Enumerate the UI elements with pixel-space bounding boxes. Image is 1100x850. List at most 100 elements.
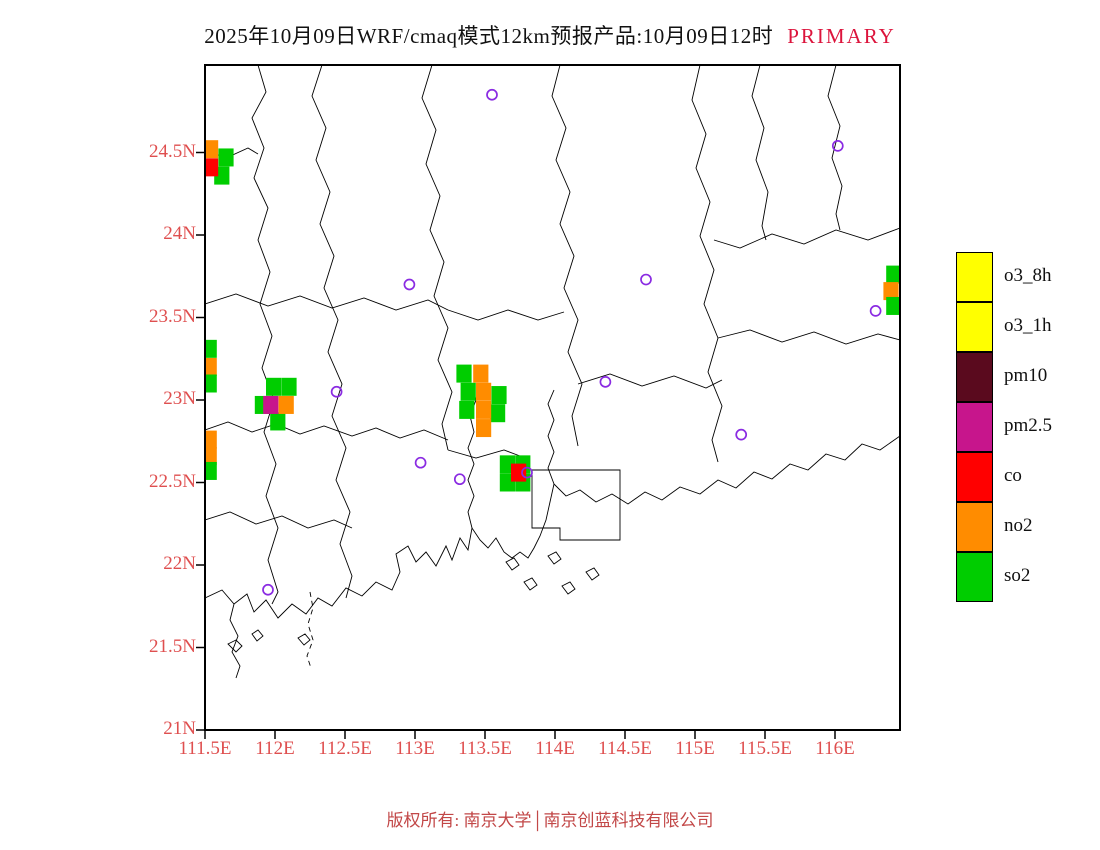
pollutant-cell-so2 [491, 386, 507, 405]
boundary-line [205, 293, 449, 311]
boundary-line [577, 373, 723, 389]
lat-label: 22.5N [149, 470, 196, 492]
pollutant-cell-so2 [459, 400, 475, 419]
lon-label: 114.5E [598, 738, 652, 759]
map-border [204, 64, 901, 731]
island-outline [523, 577, 538, 591]
pollutant-legend: o3_8h o3_1h pm10 pm2.5 co no2 so2 [956, 252, 1100, 612]
boundary-line [447, 449, 521, 459]
lon-label: 113E [395, 738, 435, 759]
lat-label: 23.5N [149, 305, 196, 327]
lat-label: 24N [163, 223, 196, 244]
island-outline [547, 551, 562, 565]
pollutant-cell-no2 [883, 282, 899, 301]
boundary-line [421, 65, 453, 451]
pollutant-cell-no2 [476, 382, 492, 401]
station-marker [831, 140, 844, 152]
station-marker [453, 473, 466, 486]
lon-label: 115.5E [738, 738, 792, 759]
station-marker [735, 428, 748, 441]
boundary-line [531, 469, 621, 541]
boundary-line [717, 329, 900, 345]
lat-label: 24.5N [149, 140, 196, 162]
legend-label-pm2.5: pm2.5 [1004, 415, 1053, 436]
station-marker [262, 583, 274, 596]
pollutant-cell-so2 [886, 265, 900, 284]
boundary-line [311, 65, 353, 599]
pollutant-cell-co [205, 158, 219, 177]
pollutant-cell-no2 [476, 419, 492, 438]
legend-label-o3_1h: o3_1h [1004, 315, 1052, 336]
pollutant-cell-no2 [205, 430, 217, 449]
pollutant-cell-no2 [205, 140, 219, 159]
pollutant-cell-so2 [281, 377, 297, 396]
title-primary-badge: PRIMARY [787, 24, 896, 48]
lon-label: 115E [675, 738, 715, 759]
island-outline [227, 639, 243, 653]
boundary-line [205, 511, 353, 529]
legend-swatch-pm2.5 [956, 402, 993, 452]
pollutant-cell-so2 [205, 461, 217, 480]
pollutant-cell-so2 [490, 404, 506, 423]
pollutant-cell-so2 [270, 412, 286, 431]
legend-label-so2: so2 [1004, 565, 1031, 586]
boundary-line [551, 65, 583, 447]
station-marker [403, 278, 416, 291]
pollutant-cell-no2 [473, 364, 489, 383]
legend-label-o3_8h: o3_8h [1004, 265, 1052, 286]
pollutant-cell-no2 [205, 358, 217, 376]
boundary-line [713, 227, 900, 249]
lon-label: 112.5E [318, 738, 372, 759]
lon-label: 114E [535, 738, 575, 759]
pollutant-cell-no2 [476, 400, 492, 419]
legend-swatch-no2 [956, 502, 993, 552]
station-marker [599, 376, 612, 388]
pollutant-cell-no2 [278, 395, 294, 414]
pollutant-cell-so2 [456, 364, 472, 383]
island-outline [251, 629, 264, 642]
lat-label: 23N [163, 388, 196, 409]
station-marker [521, 466, 533, 479]
pollutant-cell-so2 [205, 374, 217, 393]
pollutant-cell-so2 [266, 377, 282, 396]
boundary-line [251, 65, 279, 605]
lat-label: 21N [163, 718, 196, 739]
boundary-line [205, 421, 449, 441]
legend-swatch-o3_8h [956, 252, 993, 302]
legend-swatch-pm10 [956, 352, 993, 402]
pollutant-cell-so2 [886, 296, 900, 315]
boundary-line [751, 65, 769, 241]
island-outline [585, 567, 600, 581]
pollutant-cell-so2 [205, 339, 217, 358]
lon-label: 113.5E [458, 738, 512, 759]
lat-label: 22N [163, 553, 196, 574]
pollutant-cell-no2 [205, 447, 217, 466]
pollutant-cell-co [511, 463, 527, 482]
legend-swatch-so2 [956, 552, 993, 602]
station-marker [486, 88, 498, 101]
page-title: 2025年10月09日WRF/cmaq模式12km预报产品:10月09日12时 P… [0, 20, 1100, 50]
pollutant-cell-pm2.5 [263, 395, 279, 414]
lon-label: 112E [255, 738, 295, 759]
boundary-line [205, 483, 555, 619]
boundary-line [691, 65, 723, 463]
legend-swatch-co [956, 452, 993, 502]
legend-swatch-o3_1h [956, 302, 993, 352]
boundary-line [553, 435, 900, 505]
boundary-line [547, 389, 555, 485]
lat-label: 21.5N [149, 635, 196, 657]
station-marker [640, 273, 652, 286]
boundary-line [229, 603, 241, 679]
lon-label: 116E [815, 738, 855, 759]
title-text: 2025年10月09日WRF/cmaq模式12km预报产品:10月09日12时 [204, 24, 774, 48]
island-outline [505, 557, 520, 571]
pollutant-cell-so2 [218, 148, 234, 167]
boundary-line [827, 65, 843, 231]
pollutant-cell-so2 [460, 382, 476, 401]
boundary-line [447, 309, 565, 321]
station-marker [869, 305, 882, 317]
island-outline [561, 581, 576, 595]
lon-label: 111.5E [178, 738, 232, 759]
island-outline [297, 633, 311, 646]
